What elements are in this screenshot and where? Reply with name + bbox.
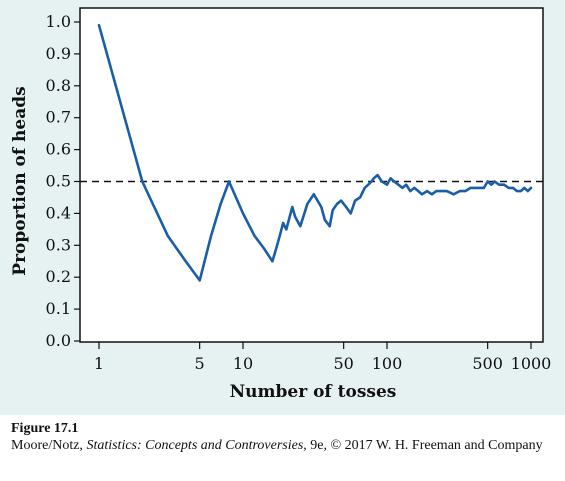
- y-tick-label: 0.7: [46, 108, 71, 127]
- y-tick-label: 0.0: [46, 331, 71, 350]
- line-chart: 0.0 0.1 0.2 0.3 0.4 0.5 0.6 0.7 0.8 0.9 1.0 1 5 10 50…: [10, 7, 552, 402]
- x-tick-label: 1: [94, 354, 104, 373]
- x-tick-label: 100: [372, 354, 403, 373]
- y-tick-label: 0.2: [46, 267, 71, 286]
- series-line: [97, 23, 533, 282]
- y-tick-label: 0.3: [46, 235, 71, 254]
- figure-caption: Figure 17.1 Moore/Notz, Statistics: Conc…: [11, 420, 556, 454]
- book-title: Statistics: Concepts and Controversies: [86, 438, 304, 453]
- y-tick-label: 0.5: [46, 172, 71, 191]
- y-axis-title: Proportion of heads: [10, 86, 30, 275]
- x-tick-label: 50: [333, 354, 353, 373]
- x-axis-title: Number of tosses: [230, 382, 397, 402]
- plot-area: [79, 7, 544, 343]
- x-tick-label: 1000: [511, 354, 552, 373]
- y-tick-label: 0.6: [46, 140, 71, 159]
- x-tick-label: 10: [233, 354, 253, 373]
- figure-label: Figure 17.1: [11, 421, 79, 436]
- y-tick-label: 0.1: [46, 299, 71, 318]
- y-tick-label: 1.0: [46, 12, 71, 31]
- y-tick-label: 0.9: [46, 44, 71, 63]
- y-tick-label: 0.8: [46, 76, 71, 95]
- figure-credit: Moore/Notz, Statistics: Concepts and Con…: [11, 438, 543, 453]
- x-tick-label: 500: [472, 354, 503, 373]
- credit-prefix: Moore/Notz,: [11, 438, 87, 453]
- x-tick-label: 5: [195, 354, 205, 373]
- credit-suffix: , 9e, © 2017 W. H. Freeman and Company: [303, 438, 543, 453]
- y-tick-label: 0.4: [46, 203, 71, 222]
